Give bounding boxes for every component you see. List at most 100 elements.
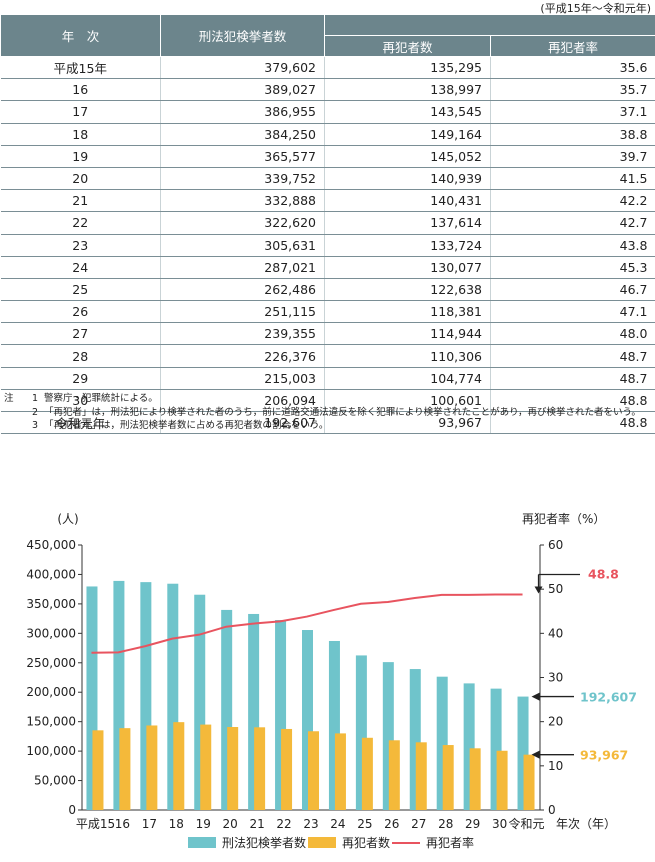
y-tick-label-left: 450,000 (26, 538, 76, 552)
y-axis-label-left: (人) (57, 512, 78, 526)
bar-repeat (334, 733, 346, 810)
x-tick-label: 24 (330, 817, 345, 831)
cell-repeat: 110,306 (324, 344, 491, 368)
y-tick-label-right: 0 (548, 803, 556, 817)
cell-rate: 48.7 (490, 344, 655, 368)
bar-repeat (227, 727, 239, 810)
bar-repeat (281, 728, 293, 810)
cell-year: 28 (0, 344, 161, 368)
bar-arrests (490, 688, 502, 810)
cell-rate: 42.2 (490, 189, 655, 213)
y-tick-label-left: 200,000 (26, 685, 76, 699)
cell-rate: 47.1 (490, 300, 655, 324)
bar-repeat (173, 722, 185, 810)
y-tick-label-left: 50,000 (34, 774, 76, 788)
notes: 注 1 警察庁・犯罪統計による。 2 「再犯者」は，刑法犯により検挙された者のうち，前に… (4, 392, 652, 433)
legend-label: 再犯者数 (342, 835, 390, 850)
cell-year: 27 (0, 322, 161, 346)
cell-year: 30 (0, 389, 161, 413)
x-tick-label: 21 (249, 817, 264, 831)
cell-year: 16 (0, 78, 161, 102)
bar-arrests (328, 640, 340, 810)
cell-arrests: 379,602 (160, 56, 325, 80)
table-row: 18 384,250 149,164 38.8 (0, 123, 655, 146)
bar-arrests (86, 586, 98, 810)
x-tick-label: 30 (492, 817, 507, 831)
y-tick-label-right: 40 (548, 626, 563, 640)
y-tick-label-right: 30 (548, 671, 563, 685)
x-tick-label: 20 (223, 817, 238, 831)
note-number: 2 (31, 406, 38, 418)
annotation-arrowhead (531, 692, 540, 701)
cell-repeat: 122,638 (324, 278, 491, 302)
table-row: 22 322,620 137,614 42.7 (0, 211, 655, 235)
cell-arrests: 365,577 (160, 145, 325, 168)
x-tick-label: 28 (438, 817, 453, 831)
cell-repeat: 118,381 (324, 300, 491, 324)
cell-repeat: 133,724 (324, 234, 491, 257)
x-tick-label: 27 (411, 817, 426, 831)
cell-repeat: 149,164 (324, 123, 491, 146)
bar-repeat (469, 748, 481, 810)
header-repeat: 再犯者数 (324, 35, 491, 57)
statistics-table: 年 次 刑法犯検挙者数 再犯者数 再犯者率 平成15年 379,602 135,29… (0, 14, 655, 435)
cell-arrests: 215,003 (160, 367, 325, 390)
x-tick-label: 19 (196, 817, 211, 831)
note-label: 注 (4, 393, 14, 404)
cell-repeat: 140,431 (324, 189, 491, 213)
cell-rate: 45.3 (490, 256, 655, 279)
note-text: 「再犯者」は，刑法犯により検挙された者のうち，前に道路交通法違反を除く犯罪により… (44, 406, 641, 418)
x-tick-label: 18 (169, 817, 184, 831)
cell-rate: 46.7 (490, 278, 655, 302)
cell-repeat: 137,614 (324, 211, 491, 235)
header-blank (324, 14, 655, 36)
rate-line (91, 593, 523, 654)
cell-rate: 35.7 (490, 78, 655, 102)
cell-rate: 43.8 (490, 234, 655, 257)
bar-arrests (275, 620, 287, 810)
table-row: 27 239,355 114,944 48.0 (0, 322, 655, 346)
y-tick-label-right: 20 (548, 715, 563, 729)
cell-rate: 37.1 (490, 100, 655, 124)
cell-repeat: 135,295 (324, 56, 491, 80)
note-text: 「再犯者率」は，刑法犯検挙者数に占める再犯者数の割合をいう。 (44, 420, 329, 431)
table-row: 26 251,115 118,381 47.1 (0, 300, 655, 324)
bar-repeat (415, 742, 427, 810)
annotation-arrowhead (531, 750, 540, 759)
chart: 0 50,000 100,000 150,000 200,000 250,000 300,0… (26, 511, 637, 850)
bar-repeat (523, 754, 535, 810)
x-tick-label: 16 (115, 817, 130, 831)
cell-arrests: 305,631 (160, 234, 325, 257)
cell-arrests: 389,027 (160, 78, 325, 102)
y-tick-label-left: 100,000 (26, 744, 76, 758)
cell-repeat: 140,939 (324, 167, 491, 191)
x-tick-label: 令和元 (509, 816, 545, 831)
cell-rate: 39.7 (490, 145, 655, 168)
cell-year: 17 (0, 100, 161, 124)
cell-rate: 35.6 (490, 56, 655, 80)
legend-swatch-arrests (188, 837, 216, 848)
bar-arrests (221, 609, 233, 810)
note-label (4, 419, 24, 433)
cell-repeat: 114,944 (324, 322, 491, 346)
table-row: 17 386,955 143,545 37.1 (0, 100, 655, 124)
table-body: 平成15年 379,602 135,295 35.6 16 389,027 138,997 3… (0, 56, 655, 435)
annotation-label: 192,607 (580, 690, 637, 705)
cell-repeat: 143,545 (324, 100, 491, 124)
legend-label: 再犯者率 (426, 835, 474, 850)
cell-year: 18 (0, 123, 161, 146)
x-axis-label: 年次（年） (556, 817, 616, 831)
cell-rate: 38.8 (490, 123, 655, 146)
x-tick-label: 22 (276, 817, 291, 831)
bar-repeat (496, 750, 508, 810)
table-row: 24 287,021 130,077 45.3 (0, 256, 655, 279)
bar-arrests (167, 583, 179, 810)
x-tick-label: 29 (465, 817, 480, 831)
note-item: 3 「再犯者率」は，刑法犯検挙者数に占める再犯者数の割合をいう。 (4, 419, 652, 433)
cell-arrests: 239,355 (160, 322, 325, 346)
bar-arrests (302, 630, 313, 810)
table-row: 令和元年 192,607 93,967 48.8 (0, 411, 655, 435)
bar-arrests (355, 655, 367, 810)
cell-rate: 48.8 (490, 411, 655, 435)
note-item: 注 1 警察庁・犯罪統計による。 (4, 392, 652, 406)
